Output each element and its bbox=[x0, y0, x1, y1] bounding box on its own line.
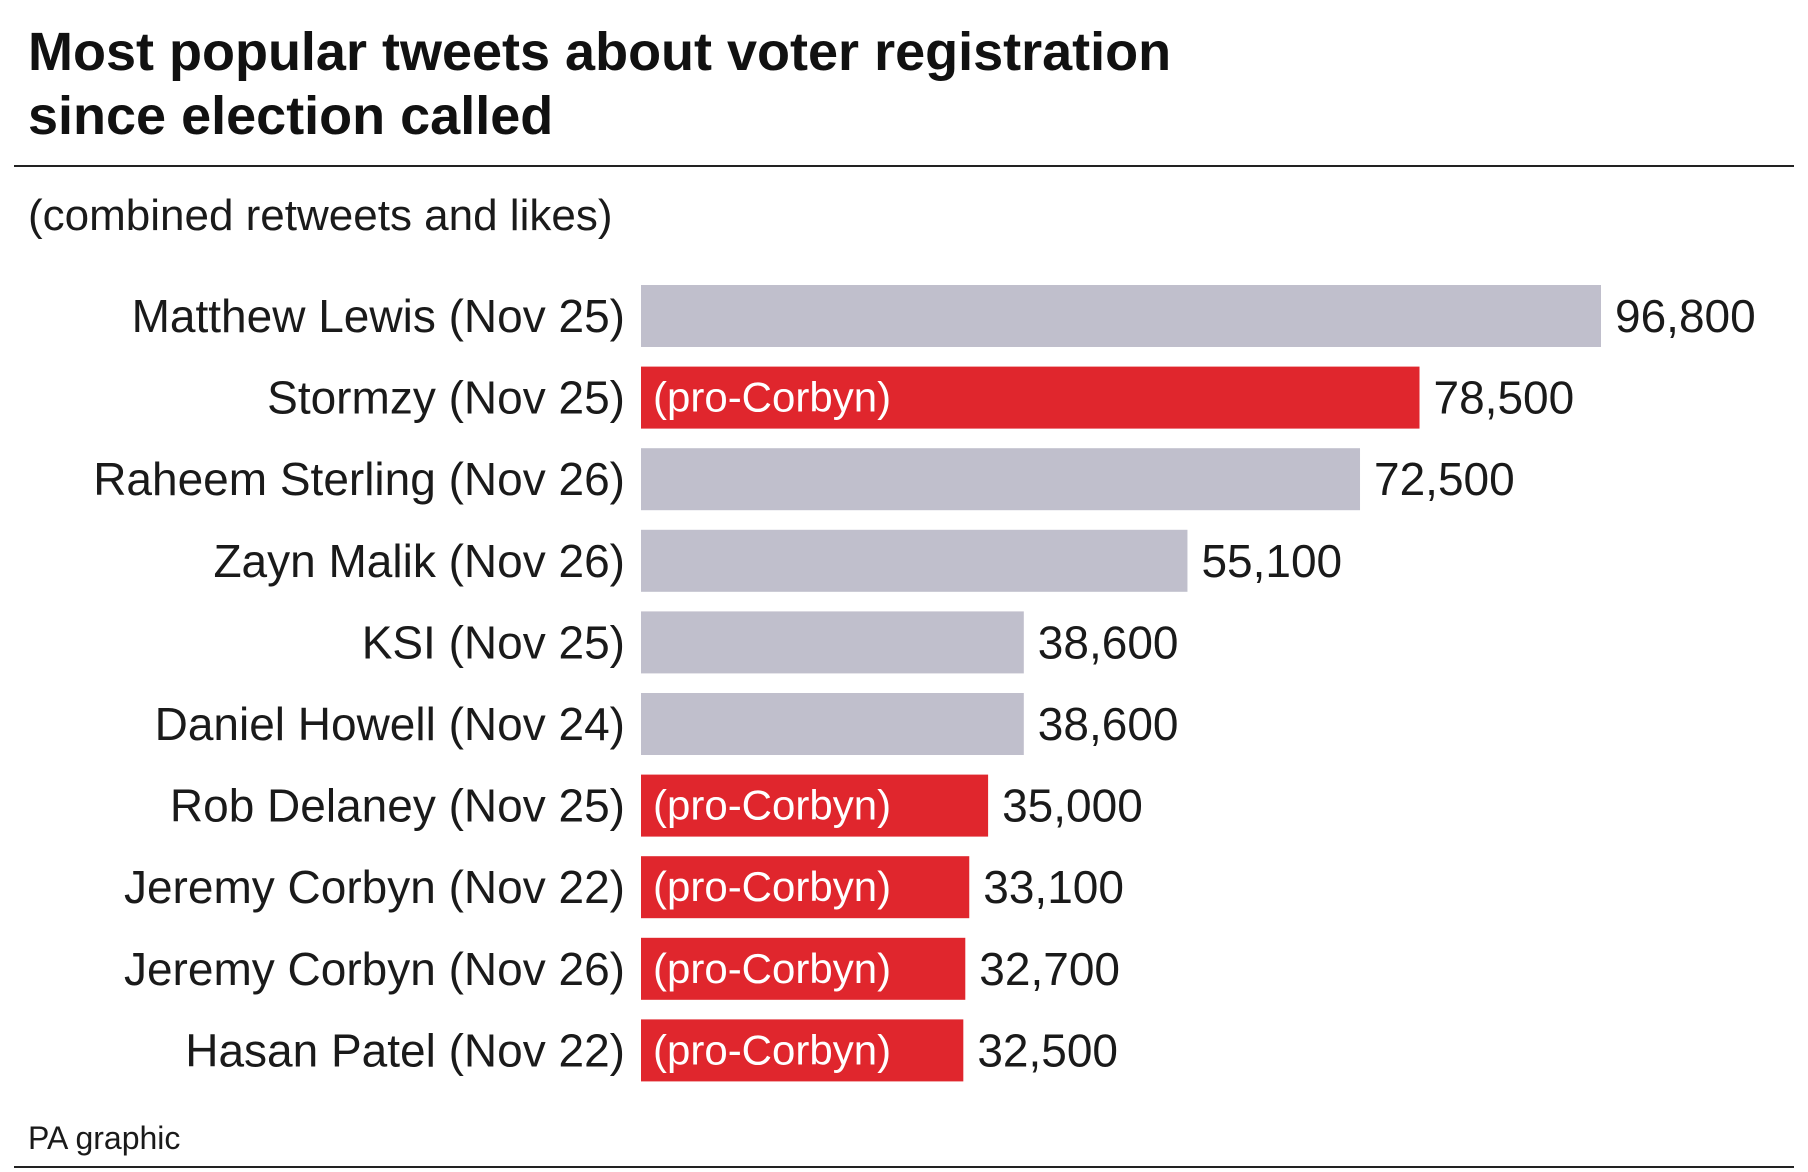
category-label: Matthew Lewis (Nov 25) bbox=[132, 290, 625, 342]
value-label: 32,500 bbox=[977, 1024, 1118, 1076]
title-divider bbox=[14, 165, 1794, 167]
category-label: Jeremy Corbyn (Nov 26) bbox=[124, 943, 625, 995]
source-credit: PA graphic bbox=[28, 1120, 181, 1156]
value-label: 55,100 bbox=[1201, 535, 1342, 587]
bar-annotation: (pro-Corbyn) bbox=[653, 863, 891, 910]
bar-annotation: (pro-Corbyn) bbox=[653, 374, 891, 421]
category-label: Stormzy (Nov 25) bbox=[267, 372, 625, 424]
category-label: Hasan Patel (Nov 22) bbox=[185, 1024, 625, 1076]
footer-divider bbox=[14, 1166, 1794, 1168]
value-label: 38,600 bbox=[1038, 698, 1179, 750]
value-label: 78,500 bbox=[1434, 372, 1575, 424]
category-label: Raheem Sterling (Nov 26) bbox=[93, 453, 625, 505]
value-label: 72,500 bbox=[1374, 453, 1515, 505]
value-label: 35,000 bbox=[1002, 780, 1143, 832]
bar bbox=[641, 448, 1361, 511]
value-label: 32,700 bbox=[979, 943, 1120, 995]
bar bbox=[641, 774, 989, 837]
category-label: Daniel Howell (Nov 24) bbox=[155, 698, 625, 750]
title-line-1: Most popular tweets about voter registra… bbox=[28, 22, 1172, 82]
category-label: Zayn Malik (Nov 26) bbox=[213, 535, 625, 587]
bar bbox=[641, 937, 966, 1000]
category-label: Jeremy Corbyn (Nov 22) bbox=[124, 861, 625, 913]
value-label: 96,800 bbox=[1615, 290, 1756, 342]
chart-subtitle: (combined retweets and likes) bbox=[28, 191, 613, 240]
bar-annotation: (pro-Corbyn) bbox=[653, 1026, 891, 1073]
value-label: 33,100 bbox=[983, 861, 1124, 913]
bar bbox=[641, 285, 1601, 347]
bar bbox=[641, 1019, 964, 1082]
category-label: Rob Delaney (Nov 25) bbox=[170, 780, 625, 832]
chart-title: Most popular tweets about voter registra… bbox=[28, 20, 1728, 148]
bar bbox=[641, 366, 1420, 429]
bar bbox=[641, 693, 1024, 755]
category-label: KSI (Nov 25) bbox=[362, 616, 625, 668]
title-line-2: since election called bbox=[28, 86, 554, 146]
bar bbox=[641, 611, 1024, 674]
bar bbox=[641, 529, 1188, 592]
bar-annotation: (pro-Corbyn) bbox=[653, 782, 891, 829]
bar bbox=[641, 856, 970, 919]
bar-annotation: (pro-Corbyn) bbox=[653, 945, 891, 992]
value-label: 38,600 bbox=[1038, 616, 1179, 668]
